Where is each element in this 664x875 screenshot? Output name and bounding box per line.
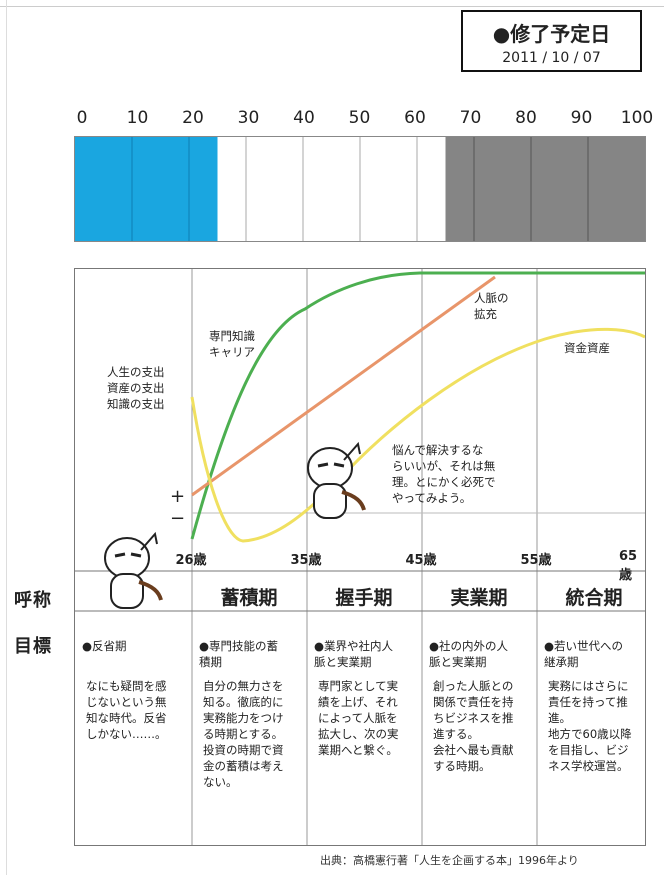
network-series-label: 人脈の 拡充	[474, 291, 509, 321]
series-network-line	[191, 275, 496, 497]
scale-tick-label: 100	[620, 108, 654, 128]
plus-sign: +	[170, 486, 186, 507]
source-citation: 出典：高橋憲行著「人生を企画する本」1996年より	[320, 854, 579, 867]
scale-tick-label: 90	[570, 108, 593, 128]
minus-sign: −	[170, 508, 186, 529]
target-body: 自分の無力さを 知る。徹底的に 実務能力をつけ る時期とする。 投資の時期で資 金の蓄積は…	[203, 679, 284, 789]
label-mokuhyo: 目標	[14, 636, 52, 657]
target-title: ●業界や社内人 脈と実業期	[314, 639, 394, 669]
age-axis-label: 65歳	[619, 549, 638, 583]
expense-note: 人生の支出 資産の支出 知識の支出	[107, 365, 165, 411]
scale-tick-label: 10	[126, 108, 149, 128]
target-title: ●社の内外の人 脈と実業期	[429, 639, 509, 669]
mascot-left	[104, 531, 163, 609]
target-body: 専門家として実 績を上げ、それ によって人脈を 拡大し、次の実 業期へと繋ぐ。	[318, 679, 399, 757]
scale-tick-label: 20	[182, 108, 204, 128]
age-axis-label: 45歳	[405, 553, 437, 568]
top-rule	[0, 6, 664, 7]
scale-tick-label: 0	[76, 108, 88, 128]
phase-label: 統合期	[565, 587, 623, 609]
phase-label: 蓄積期	[220, 587, 278, 609]
scale-tick-label: 30	[237, 108, 260, 128]
completion-date-box: ●修了予定日 2011 / 10 / 07	[461, 10, 642, 72]
scale-tick-label: 40	[293, 108, 315, 128]
scale-tick-label: 50	[348, 108, 371, 128]
target-body: 創った人脈との 関係で責任を持 ちビジネスを推 進する。 会社へ最も貢献 する時期。	[433, 679, 514, 773]
target-title: ●反省期	[82, 639, 127, 653]
scale-tick-label: 60	[404, 108, 426, 128]
scale-tick-label: 80	[515, 108, 537, 128]
age-axis-label: 26歳	[175, 553, 207, 568]
target-title: ●若い世代への 継承期	[544, 639, 624, 669]
completion-date-value: 2011 / 10 / 07	[502, 50, 601, 66]
life-curve-chart	[75, 269, 645, 845]
left-rule	[6, 0, 7, 875]
mascot-center	[307, 441, 366, 519]
age-progress-bar	[74, 136, 646, 242]
age-axis-label: 55歳	[520, 553, 552, 568]
career-series-label: 専門知識 キャリア	[209, 329, 255, 359]
scale-tick-label: 70	[459, 108, 482, 128]
target-title: ●専門技能の蓄 積期	[199, 639, 279, 669]
age-bar-lived-segment	[75, 137, 218, 241]
life-plan-panel	[74, 268, 646, 846]
completion-date-title: ●修了予定日	[492, 22, 611, 46]
mascot-speech-bubble: 悩んで解決するな らいいが、それは無 理。とにかく必死で やってみよう。	[392, 443, 496, 505]
target-body: 実務にはさらに 責任を持って推 進。 地方で60歳以降 を目指し、ビジ ネス学校運営。	[548, 679, 632, 773]
phase-label: 実業期	[450, 587, 508, 609]
target-body: なにも疑問を感 じないという無 知な時代。反省 しかない……。	[86, 679, 167, 741]
assets-series-label: 資金資産	[564, 341, 610, 355]
series-assets-line	[190, 327, 645, 543]
phase-label: 握手期	[335, 587, 393, 609]
age-bar-graphic	[75, 137, 645, 241]
series-career-line	[190, 271, 645, 540]
label-yobi: 呼称	[14, 590, 52, 611]
age-bar-future-segment	[445, 137, 645, 241]
age-axis-label: 35歳	[290, 553, 322, 568]
